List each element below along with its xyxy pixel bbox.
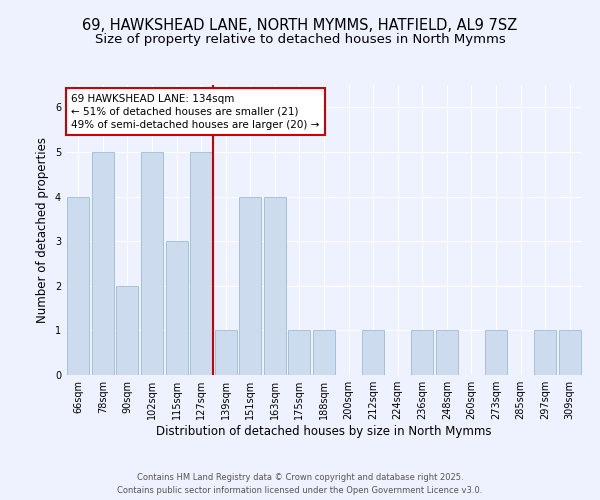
Text: Size of property relative to detached houses in North Mymms: Size of property relative to detached ho… <box>95 32 505 46</box>
Bar <box>485 330 507 375</box>
Bar <box>559 330 581 375</box>
Bar <box>264 196 286 375</box>
Bar <box>92 152 114 375</box>
Bar <box>534 330 556 375</box>
Bar <box>215 330 237 375</box>
Text: Contains HM Land Registry data © Crown copyright and database right 2025.
Contai: Contains HM Land Registry data © Crown c… <box>118 474 482 495</box>
Bar <box>166 241 188 375</box>
Bar <box>116 286 139 375</box>
Text: 69, HAWKSHEAD LANE, NORTH MYMMS, HATFIELD, AL9 7SZ: 69, HAWKSHEAD LANE, NORTH MYMMS, HATFIEL… <box>82 18 518 32</box>
Y-axis label: Number of detached properties: Number of detached properties <box>37 137 49 323</box>
Bar <box>67 196 89 375</box>
Text: 69 HAWKSHEAD LANE: 134sqm
← 51% of detached houses are smaller (21)
49% of semi-: 69 HAWKSHEAD LANE: 134sqm ← 51% of detac… <box>71 94 320 130</box>
X-axis label: Distribution of detached houses by size in North Mymms: Distribution of detached houses by size … <box>156 425 492 438</box>
Bar <box>313 330 335 375</box>
Bar <box>289 330 310 375</box>
Bar <box>362 330 384 375</box>
Bar <box>411 330 433 375</box>
Bar <box>239 196 262 375</box>
Bar <box>436 330 458 375</box>
Bar <box>141 152 163 375</box>
Bar <box>190 152 212 375</box>
